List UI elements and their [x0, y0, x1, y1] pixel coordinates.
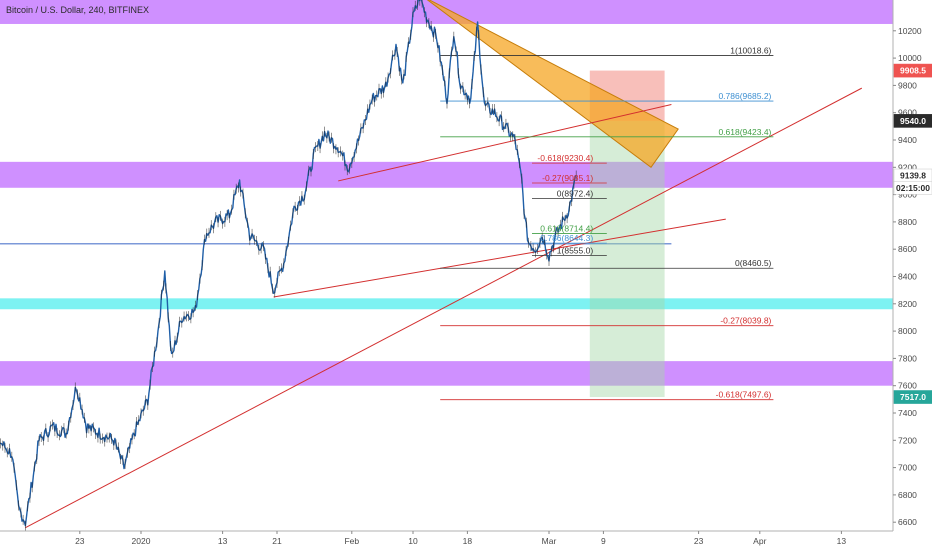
zone-band-4[interactable] [0, 361, 893, 386]
fib-level-label: -0.27(9085.1) [542, 173, 593, 183]
price-axis[interactable] [893, 0, 932, 550]
price-badge [893, 63, 932, 78]
y-tick-label: 7400 [898, 408, 917, 418]
x-tick-label: 18 [463, 536, 473, 546]
fib-level-label: 0(8972.4) [557, 188, 594, 198]
zone-band-3[interactable] [0, 298, 893, 310]
fib-level-label: -0.618(7497.6) [716, 390, 772, 400]
y-tick-label: 6800 [898, 490, 917, 500]
fib-level-label: 1(8555.0) [557, 245, 594, 255]
y-tick-label: 8800 [898, 217, 917, 227]
time-axis[interactable] [0, 531, 932, 550]
y-tick-label: 10200 [898, 26, 922, 36]
x-tick-label: 10 [408, 536, 418, 546]
x-tick-label: 23 [75, 536, 85, 546]
y-tick-label: 8400 [898, 272, 917, 282]
y-tick-label: 7800 [898, 353, 917, 363]
take-profit-zone[interactable] [589, 120, 665, 398]
x-tick-label: Mar [542, 536, 557, 546]
price-badge [893, 114, 932, 128]
trendline-1[interactable] [25, 87, 863, 529]
trendline-2[interactable] [338, 104, 672, 182]
zone-band-2[interactable] [0, 161, 893, 188]
y-tick-label: 7600 [898, 381, 917, 391]
level-label-layer: 1(10018.6) 0.786(9685.2) 0.618(9423.4) 0(84… [537, 46, 771, 400]
chart-title: Bitcoin / U.S. Dollar, 240, BITFINEX [6, 5, 149, 15]
triangle-pattern[interactable] [423, 0, 679, 169]
y-tick-label: 9200 [898, 162, 917, 172]
fib-level-label: 1(10018.6) [730, 46, 771, 56]
x-tick-label: Apr [753, 536, 766, 546]
y-tick-label: 9600 [898, 108, 917, 118]
x-tick-label: 9 [601, 536, 606, 546]
fib-level-label: 0.618(8714.4) [540, 224, 593, 234]
x-tick-label: Feb [344, 536, 359, 546]
y-tick-label: 6600 [898, 517, 917, 527]
y-tick-label: 9000 [898, 190, 917, 200]
fib-level-label: -0.618(9230.4) [537, 153, 593, 163]
y-tick-label: 8200 [898, 299, 917, 309]
price-badge [893, 390, 932, 404]
fib-level-label: -0.27(8039.8) [720, 316, 771, 326]
x-tick-label: 21 [272, 536, 282, 546]
y-tick-label: 7000 [898, 463, 917, 473]
y-tick-label: 10000 [898, 53, 922, 63]
trendline-3[interactable] [273, 218, 726, 298]
x-tick-label: 23 [694, 536, 704, 546]
y-tick-label: 9400 [898, 135, 917, 145]
fib-level-label: 0(8460.5) [735, 258, 772, 268]
price-badge-label: 02:15:00 [896, 183, 930, 193]
price-layer [0, 0, 577, 531]
fib-level-label: 0.786(8644.3) [540, 233, 593, 243]
y-tick-label: 9800 [898, 80, 917, 90]
price-series [0, 0, 577, 527]
price-badge [893, 180, 932, 195]
price-badge-label: 9139.8 [900, 171, 926, 181]
price-badge-label: 9908.5 [900, 66, 926, 76]
fib-level-label: 0.786(9685.2) [718, 91, 771, 101]
x-tick-label: 13 [837, 536, 847, 546]
price-badge-label: 7517.0 [900, 392, 926, 402]
x-tick-label: 13 [218, 536, 228, 546]
y-tick-label: 7200 [898, 435, 917, 445]
drawing-layer[interactable] [25, 0, 863, 529]
y-tick-label: 8000 [898, 326, 917, 336]
x-tick-label: 2020 [132, 536, 151, 546]
fib-level-label: 0.618(9423.4) [718, 127, 771, 137]
y-tick-label: 8600 [898, 244, 917, 254]
price-badge-label: 9540.0 [900, 116, 926, 126]
